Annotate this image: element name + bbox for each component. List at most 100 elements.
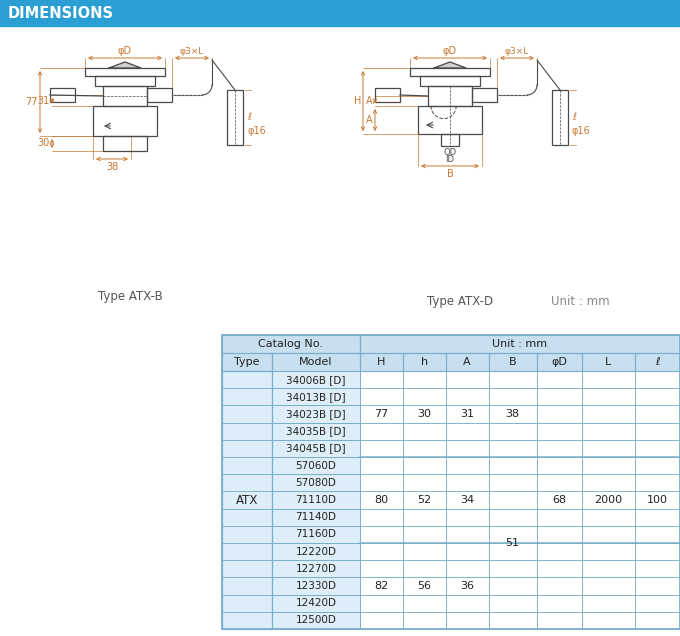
Bar <box>445 388 489 405</box>
Text: B: B <box>447 169 454 179</box>
Bar <box>272 440 360 457</box>
Bar <box>445 526 489 543</box>
Text: Unit : mm: Unit : mm <box>492 339 547 349</box>
Bar <box>634 577 680 595</box>
Bar <box>634 509 680 526</box>
Bar <box>272 526 360 543</box>
Bar <box>537 492 582 509</box>
Bar <box>537 543 582 560</box>
Bar <box>222 474 272 492</box>
Bar <box>272 440 360 457</box>
Text: 38: 38 <box>505 409 520 419</box>
Bar <box>489 526 537 543</box>
Bar <box>582 612 634 629</box>
Bar <box>272 440 360 457</box>
Bar <box>418 106 482 134</box>
Bar <box>634 560 680 577</box>
Bar <box>272 577 360 595</box>
Bar <box>272 595 360 612</box>
Bar <box>272 457 360 474</box>
Bar <box>222 577 272 595</box>
Bar <box>489 353 537 371</box>
Bar <box>222 457 272 474</box>
Bar <box>445 526 489 543</box>
Bar <box>403 457 445 474</box>
Text: DIMENSIONS: DIMENSIONS <box>8 6 114 20</box>
Bar <box>634 543 680 560</box>
Text: ℓ: ℓ <box>655 357 660 367</box>
Bar <box>222 440 272 457</box>
Bar <box>445 422 489 440</box>
Bar <box>272 612 360 629</box>
Bar <box>445 440 489 457</box>
Bar <box>375 88 400 102</box>
Bar <box>272 577 360 595</box>
Text: H: H <box>377 357 386 367</box>
Bar <box>360 612 403 629</box>
Text: 12330D: 12330D <box>295 581 337 591</box>
Bar <box>552 90 568 145</box>
Bar <box>634 388 680 405</box>
Bar <box>537 612 582 629</box>
Bar <box>272 353 360 371</box>
Bar <box>537 405 582 422</box>
Bar <box>445 405 489 422</box>
Bar <box>582 509 634 526</box>
Bar <box>634 371 680 388</box>
Bar <box>272 509 360 526</box>
Bar <box>582 457 634 474</box>
Bar <box>489 388 537 405</box>
Bar <box>360 388 403 405</box>
Bar <box>403 612 445 629</box>
Bar <box>403 388 445 405</box>
Bar <box>403 577 445 595</box>
Bar <box>489 353 537 371</box>
Text: 57060D: 57060D <box>295 460 337 471</box>
Text: 38: 38 <box>106 162 118 172</box>
Bar <box>403 492 445 509</box>
Bar <box>489 492 537 509</box>
Bar <box>222 457 272 474</box>
Bar <box>360 474 403 492</box>
Bar <box>582 388 634 405</box>
Bar <box>403 405 445 422</box>
Bar <box>222 371 272 388</box>
Bar <box>360 457 403 474</box>
Text: 82: 82 <box>374 581 388 591</box>
Bar <box>445 474 489 492</box>
Bar <box>272 612 360 629</box>
Bar <box>634 612 680 629</box>
Bar <box>537 560 582 577</box>
Bar <box>489 422 537 440</box>
Bar <box>472 88 497 102</box>
Bar <box>537 526 582 543</box>
Bar <box>403 526 445 543</box>
Bar <box>537 577 582 595</box>
Bar <box>222 509 272 526</box>
Bar <box>103 86 147 106</box>
Text: 34006B [D]: 34006B [D] <box>286 375 345 385</box>
Bar <box>222 335 360 353</box>
Bar <box>272 577 360 595</box>
Bar <box>272 526 360 543</box>
Text: 12270D: 12270D <box>295 563 337 574</box>
Bar <box>582 526 634 543</box>
Bar <box>582 492 634 509</box>
Bar <box>147 88 172 102</box>
Bar <box>85 68 165 76</box>
Bar <box>403 371 445 388</box>
Bar <box>537 595 582 612</box>
Bar <box>582 577 634 595</box>
Bar <box>360 474 403 492</box>
Bar <box>360 509 403 526</box>
Bar <box>582 612 634 629</box>
Bar <box>537 353 582 371</box>
Bar <box>272 543 360 560</box>
Bar <box>360 405 403 422</box>
Bar <box>222 405 272 422</box>
Bar <box>445 388 489 405</box>
Text: 57080D: 57080D <box>295 478 337 488</box>
Bar <box>272 543 360 560</box>
Text: 71140D: 71140D <box>295 512 337 522</box>
Bar <box>272 509 360 526</box>
